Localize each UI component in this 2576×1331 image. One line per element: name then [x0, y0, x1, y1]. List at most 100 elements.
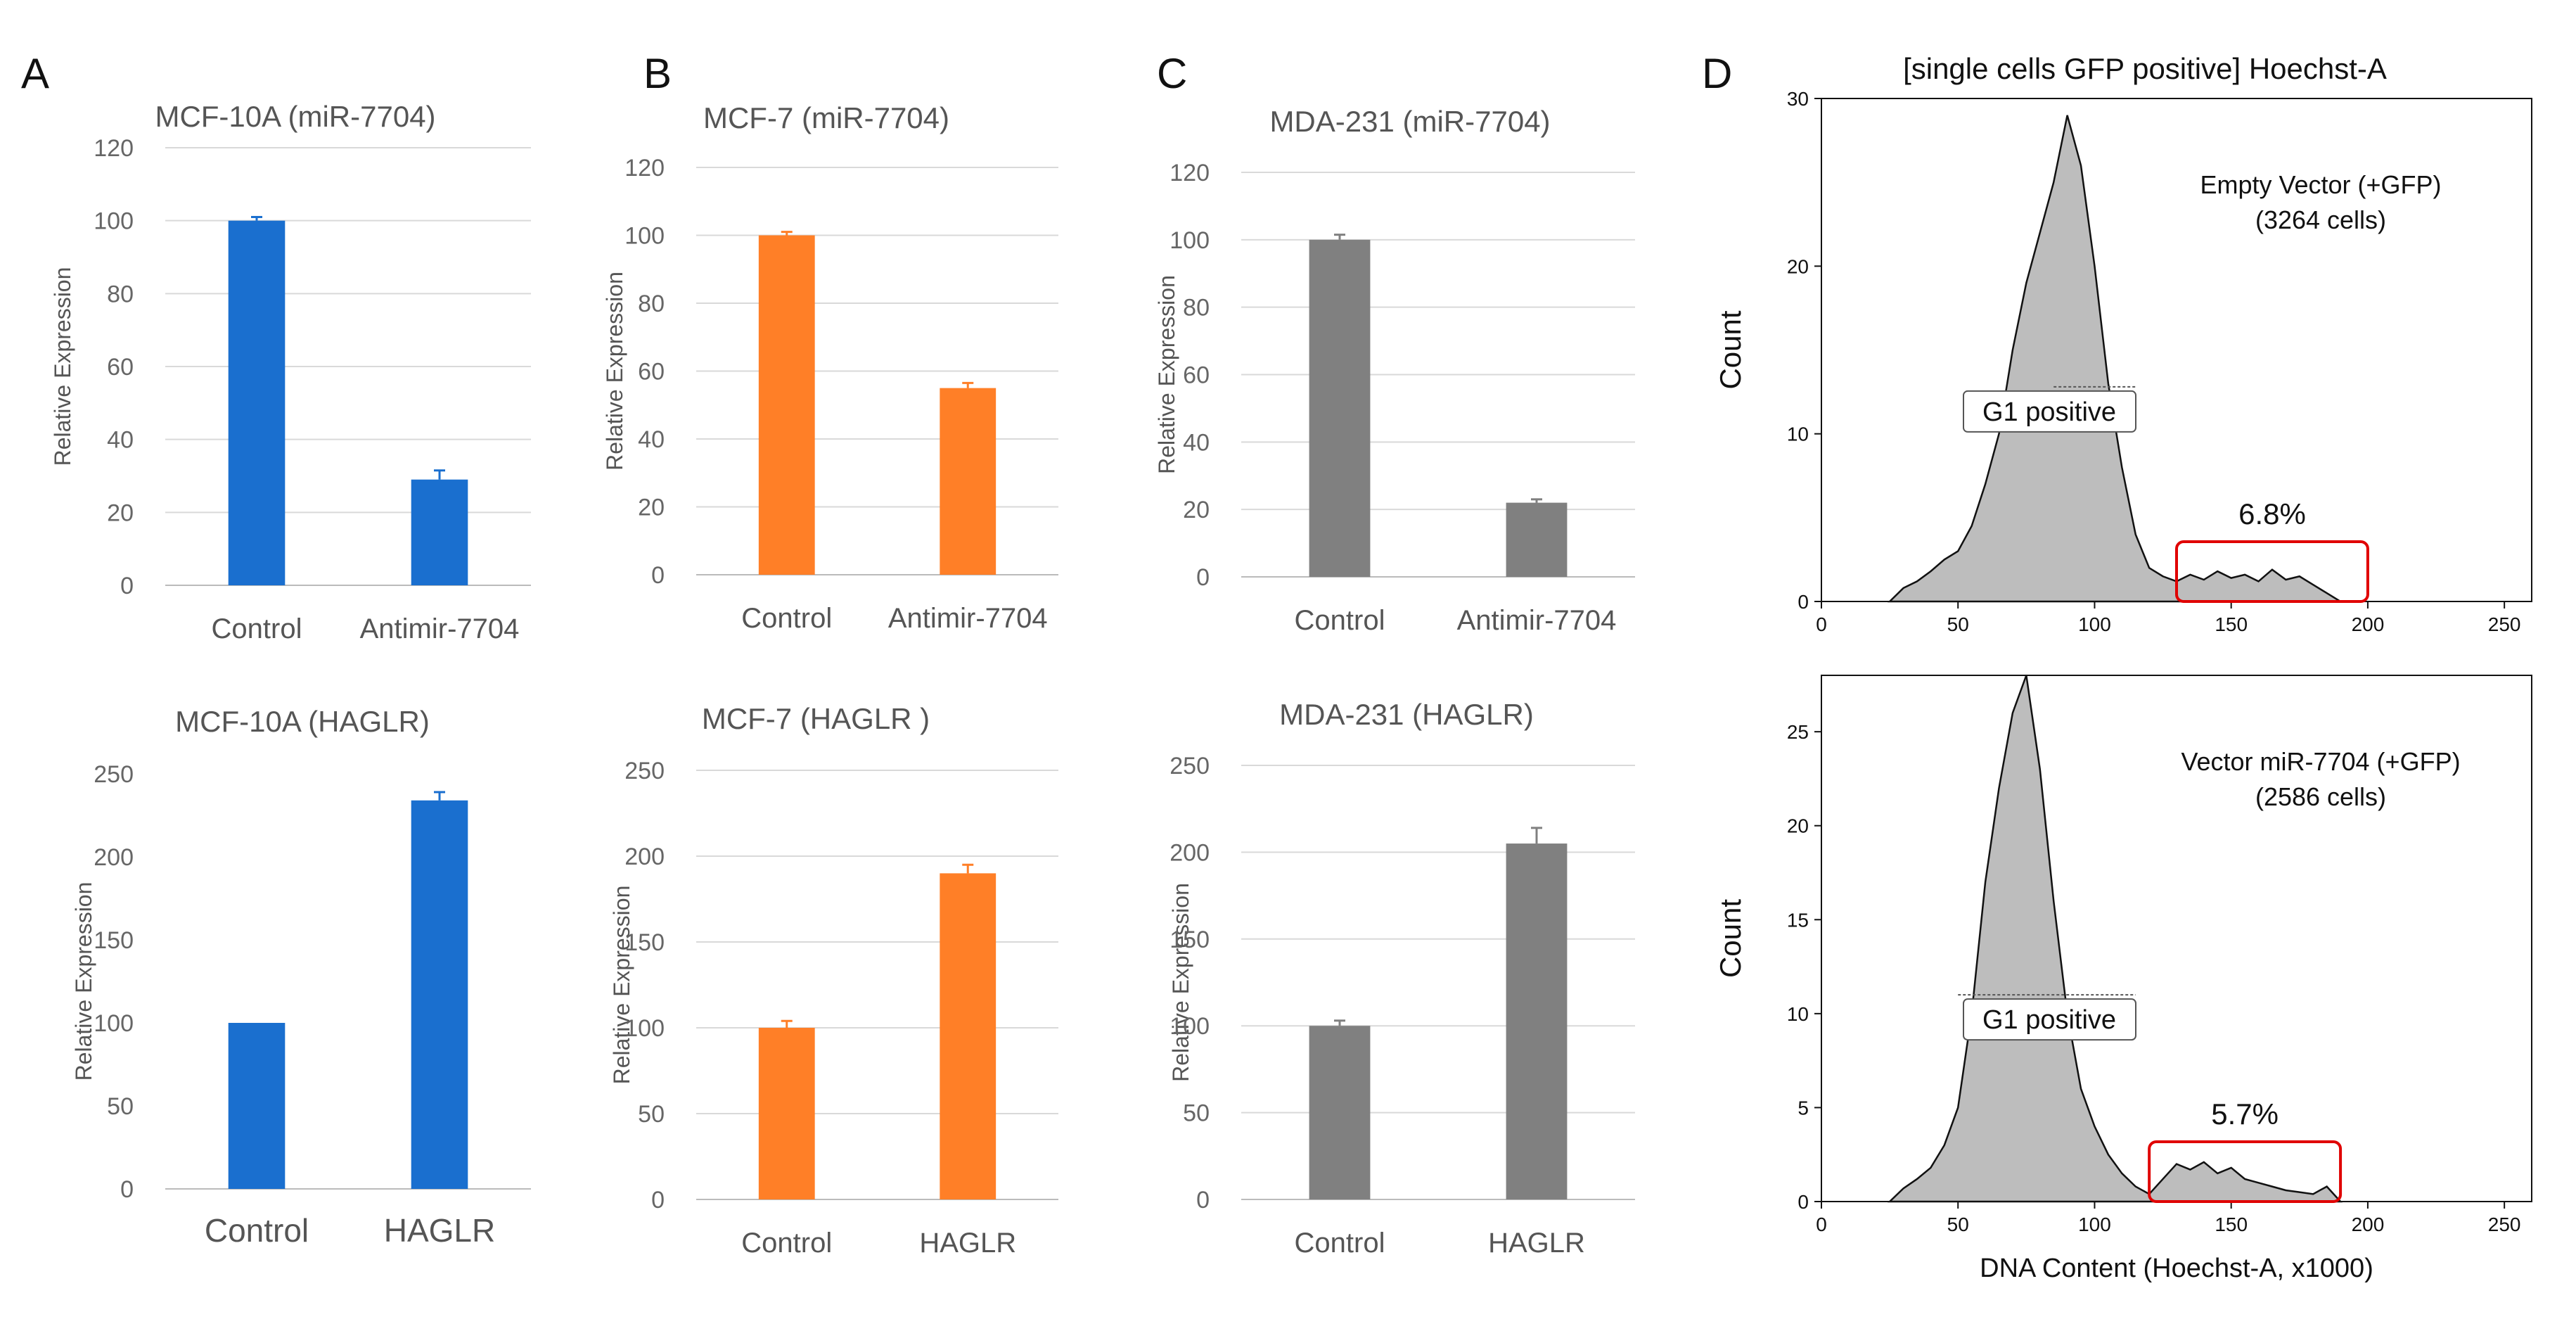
- bar: [940, 388, 997, 575]
- y-tick-label: 0: [1798, 1191, 1809, 1213]
- category-label: Antimir-7704: [1457, 605, 1617, 636]
- bar: [1309, 239, 1371, 577]
- y-tick-label: 80: [107, 281, 134, 307]
- histogram-title: [single cells GFP positive] Hoechst-A: [1903, 52, 2387, 85]
- y-tick-label: 120: [94, 135, 134, 162]
- bar: [940, 873, 997, 1199]
- y-tick-label: 0: [120, 573, 134, 599]
- y-axis-label: Relative Expression: [609, 886, 634, 1085]
- y-axis-label: Relative Expression: [50, 267, 75, 466]
- x-tick-label: 200: [2352, 1214, 2385, 1235]
- y-tick-label: 60: [1183, 362, 1210, 389]
- x-tick-label: 250: [2488, 1214, 2521, 1235]
- bar: [411, 479, 468, 585]
- y-tick-label: 200: [1170, 839, 1210, 866]
- y-tick-label: 100: [94, 208, 134, 235]
- bar: [228, 220, 286, 586]
- y-tick-label: 150: [624, 929, 665, 956]
- chart-title: MDA-231 (HAGLR): [1279, 698, 1534, 731]
- y-tick-label: 80: [638, 291, 665, 317]
- y-tick-label: 40: [638, 426, 665, 453]
- bar: [758, 1028, 815, 1199]
- y-tick-label: 200: [624, 843, 665, 870]
- y-tick-label: 100: [94, 1010, 134, 1037]
- panel-letter-d: D: [1702, 50, 1733, 97]
- chart-title: MCF-7 (miR-7704): [703, 101, 949, 134]
- y-tick-label: 10: [1787, 1003, 1809, 1025]
- panel-letter-a: A: [21, 50, 50, 97]
- panel-letter-c: C: [1157, 50, 1188, 97]
- bar: [228, 1023, 286, 1189]
- percent-gate: [2175, 540, 2369, 603]
- x-tick-label: 250: [2488, 613, 2521, 635]
- y-axis-label: Relative Expression: [1154, 275, 1179, 474]
- y-tick-label: 0: [1798, 591, 1809, 613]
- cell-count: (2586 cells): [2255, 782, 2386, 811]
- y-tick-label: 0: [120, 1176, 134, 1203]
- y-tick-label: 200: [94, 844, 134, 871]
- x-tick-label: 50: [1947, 1214, 1969, 1235]
- y-tick-label: 100: [1170, 1013, 1210, 1040]
- y-tick-label: 40: [1183, 429, 1210, 456]
- chart-title: MDA-231 (miR-7704): [1269, 105, 1550, 138]
- bar: [1506, 502, 1568, 577]
- y-tick-label: 5: [1798, 1097, 1809, 1119]
- percent-label: 6.8%: [2238, 497, 2306, 530]
- x-tick-label: 200: [2352, 613, 2385, 635]
- x-tick-label: 100: [2078, 1214, 2111, 1235]
- y-tick-label: 30: [1787, 88, 1809, 110]
- cell-count: (3264 cells): [2255, 205, 2386, 234]
- gate-label-box: [1963, 998, 2136, 1041]
- gate-label: G1 positive: [1982, 1005, 2116, 1035]
- y-tick-label: 60: [638, 359, 665, 386]
- category-label: Control: [741, 603, 832, 634]
- category-label: Antimir-7704: [360, 613, 520, 644]
- y-tick-label: 0: [1196, 564, 1210, 591]
- x-tick-label: 50: [1947, 613, 1969, 635]
- y-tick-label: 20: [1183, 497, 1210, 523]
- y-tick-label: 15: [1787, 909, 1809, 931]
- y-axis-label: Relative Expression: [1168, 883, 1193, 1082]
- category-label: Control: [1295, 605, 1385, 636]
- y-tick-label: 150: [1170, 926, 1210, 953]
- y-tick-label: 20: [1787, 815, 1809, 837]
- y-tick-label: 20: [1787, 255, 1809, 277]
- percent-label: 5.7%: [2211, 1097, 2279, 1131]
- y-tick-label: 0: [1196, 1187, 1210, 1214]
- sample-label: Empty Vector (+GFP): [2200, 170, 2441, 199]
- category-label: Control: [741, 1228, 832, 1259]
- y-tick-label: 40: [107, 427, 134, 454]
- y-tick-label: 80: [1183, 295, 1210, 321]
- y-axis-label: Count: [1714, 310, 1747, 389]
- category-label: Control: [205, 1212, 309, 1249]
- y-tick-label: 100: [1170, 227, 1210, 254]
- bar: [758, 235, 815, 575]
- y-tick-label: 20: [107, 499, 134, 526]
- y-tick-label: 50: [638, 1101, 665, 1128]
- y-tick-label: 60: [107, 354, 134, 381]
- x-tick-label: 100: [2078, 613, 2111, 635]
- y-tick-label: 0: [651, 1187, 665, 1214]
- x-axis-label: DNA Content (Hoechst-A, x1000): [1980, 1254, 2373, 1283]
- category-label: HAGLR: [1488, 1228, 1585, 1259]
- bar: [1506, 843, 1568, 1199]
- y-axis-label: Relative Expression: [71, 882, 96, 1081]
- x-tick-label: 0: [1816, 1214, 1827, 1235]
- x-tick-label: 150: [2215, 1214, 2248, 1235]
- y-tick-label: 250: [1170, 753, 1210, 779]
- category-label: HAGLR: [919, 1228, 1016, 1259]
- y-tick-label: 120: [624, 155, 665, 182]
- category-label: Antimir-7704: [888, 603, 1048, 634]
- percent-gate: [2148, 1140, 2343, 1203]
- chart-title: MCF-7 (HAGLR ): [702, 702, 930, 735]
- y-tick-label: 250: [624, 758, 665, 784]
- histogram-area: [1888, 115, 2344, 603]
- y-axis-label: Relative Expression: [602, 272, 627, 471]
- y-tick-label: 0: [651, 562, 665, 589]
- y-tick-label: 25: [1787, 721, 1809, 743]
- y-tick-label: 20: [638, 495, 665, 521]
- sample-label: Vector miR-7704 (+GFP): [2181, 747, 2460, 776]
- y-tick-label: 100: [624, 223, 665, 250]
- y-tick-label: 250: [94, 761, 134, 788]
